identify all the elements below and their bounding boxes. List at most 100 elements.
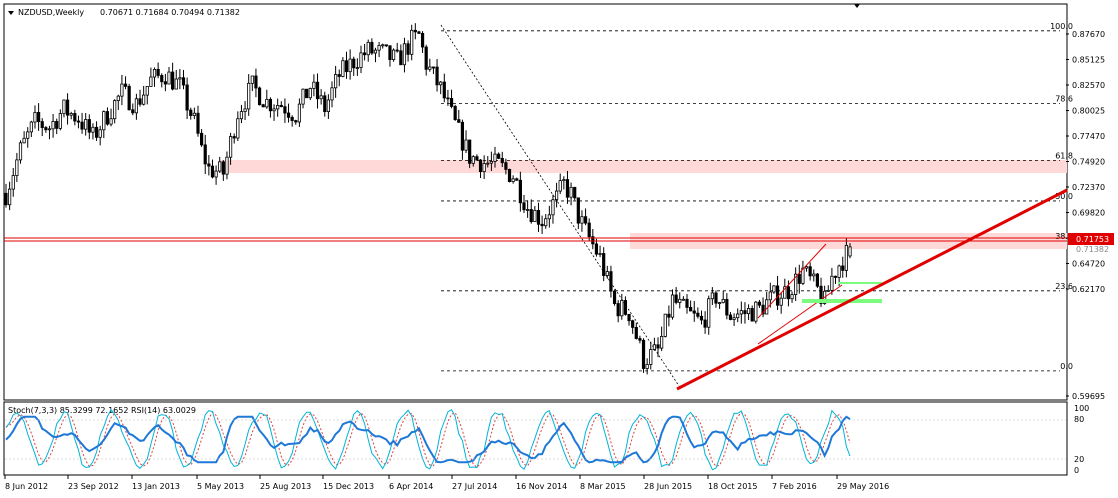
candle [149, 67, 153, 87]
candle [247, 74, 251, 116]
candle [439, 81, 443, 95]
candle [486, 156, 490, 168]
candle [290, 115, 294, 127]
time-axis: 8 Jun 2012 23 Sep 2012 13 Jan 2013 5 May 20… [4, 475, 889, 491]
candle [84, 113, 88, 136]
ind-tick-100: 100 [1074, 404, 1089, 413]
candle [736, 308, 740, 323]
candle [685, 294, 689, 314]
candle [366, 39, 370, 62]
current-price-tag [1068, 233, 1114, 245]
candle [507, 168, 512, 183]
candle [308, 87, 312, 101]
candle [399, 44, 403, 66]
candle [145, 86, 149, 105]
time-tick-label: 8 Jun 2012 [5, 482, 48, 491]
candle [696, 307, 700, 319]
candle [355, 58, 359, 76]
channel-upper-line [757, 243, 827, 319]
price-tick-label: 0.85125 [1072, 56, 1105, 65]
candle [808, 262, 812, 281]
candle [446, 89, 450, 106]
candle [391, 48, 396, 62]
price-tick-label: 0.62170 [1072, 285, 1105, 294]
candle [116, 94, 120, 111]
candle [460, 119, 465, 160]
support-trendline[interactable] [676, 188, 1068, 391]
candle [33, 105, 37, 129]
price-under-tag: 0.71382 [1076, 245, 1109, 254]
candle [152, 67, 157, 87]
candle [645, 358, 649, 375]
candle [754, 301, 758, 324]
candle [453, 104, 457, 121]
candle [750, 305, 754, 322]
candle [123, 76, 128, 90]
candle [522, 194, 526, 213]
current-price-tag-text: 0.71753 [1076, 235, 1109, 244]
time-tick-label: 28 Jun 2015 [644, 482, 692, 491]
candle [406, 40, 410, 62]
candle [551, 194, 555, 224]
candle [120, 74, 124, 106]
candle [109, 108, 113, 127]
candle [47, 125, 52, 140]
candle [790, 291, 794, 303]
scroll-marker-icon[interactable] [854, 4, 860, 8]
candle [323, 91, 327, 117]
channel-lower-line [757, 284, 843, 345]
candle [728, 312, 733, 321]
candle [225, 151, 229, 180]
candle [221, 160, 225, 181]
candle [156, 62, 160, 79]
dropdown-arrow-icon[interactable] [8, 11, 14, 15]
candle [612, 289, 617, 306]
candle [529, 199, 533, 224]
candle [370, 38, 374, 55]
candle [257, 86, 262, 106]
candle [660, 326, 664, 352]
time-tick-label: 23 Sep 2012 [68, 482, 119, 491]
candle [207, 155, 211, 176]
candle [181, 69, 186, 90]
candle [779, 292, 783, 314]
stoch-signal-line [5, 411, 851, 468]
stoch-main-line [5, 408, 851, 471]
candle [73, 109, 77, 126]
symbol-label: NZDUSD,Weekly [18, 8, 84, 17]
candle [620, 293, 624, 320]
candle [707, 295, 711, 335]
candle [627, 313, 631, 326]
candle [167, 66, 171, 85]
candle [189, 107, 193, 120]
candle [51, 113, 55, 138]
candle [294, 119, 298, 125]
candle [533, 206, 537, 223]
price-tick-label: 0.74920 [1072, 158, 1105, 167]
candle [171, 62, 175, 91]
main-panel-frame [3, 3, 1068, 401]
candle [442, 73, 446, 103]
indicator-panel-frame [3, 401, 1068, 476]
candle [562, 176, 566, 190]
candle [424, 44, 428, 76]
candle [341, 57, 345, 78]
candle [388, 45, 392, 67]
candle [540, 215, 544, 235]
candle [344, 51, 349, 79]
candle [228, 132, 233, 165]
candle [261, 103, 265, 108]
candle [127, 83, 131, 111]
candle [178, 68, 182, 90]
candle [134, 93, 139, 120]
candle [420, 31, 425, 53]
candle [410, 24, 414, 61]
candle [667, 305, 671, 327]
candle [254, 68, 258, 98]
candle [330, 81, 334, 108]
candle [815, 273, 819, 288]
price-tick-label: 0.77470 [1072, 132, 1105, 141]
candle [381, 43, 385, 49]
candle [497, 152, 501, 160]
